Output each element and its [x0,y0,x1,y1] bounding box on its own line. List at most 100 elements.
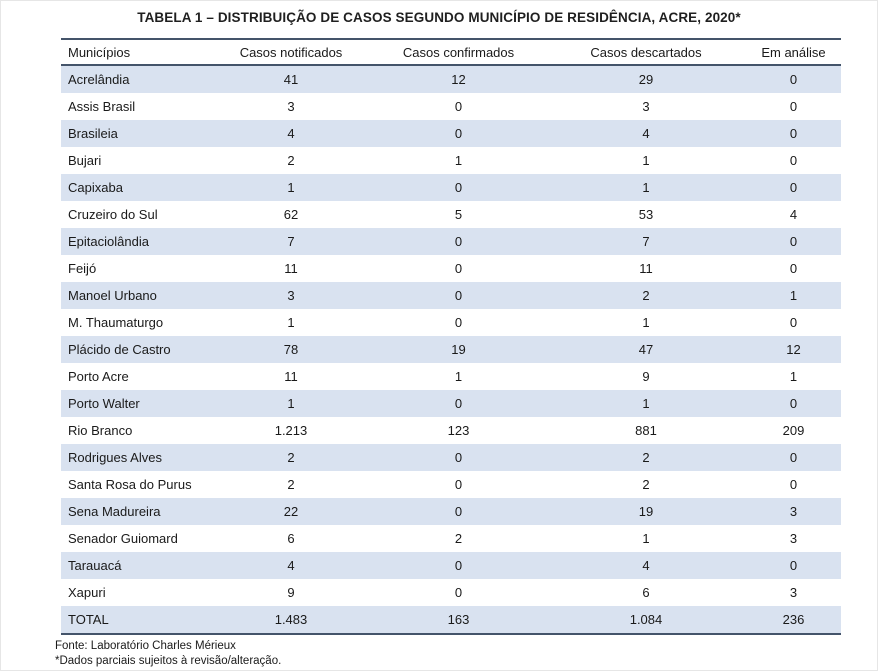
cell-municipio: Brasileia [61,120,211,147]
table-row: Epitaciolândia 7 0 7 0 [61,228,841,255]
cell-analise: 0 [746,93,841,120]
cell-notificados: 4 [211,552,371,579]
cell-analise: 3 [746,579,841,606]
cell-confirmados: 5 [371,201,546,228]
cell-analise: 1 [746,363,841,390]
cell-municipio: Acrelândia [61,65,211,93]
cell-analise: 0 [746,552,841,579]
cell-descartados: 4 [546,552,746,579]
cell-confirmados: 1 [371,147,546,174]
cell-municipio: Sena Madureira [61,498,211,525]
cell-confirmados: 0 [371,93,546,120]
cell-descartados: 1 [546,525,746,552]
cell-confirmados: 0 [371,579,546,606]
cell-descartados: 1 [546,390,746,417]
cell-analise: 236 [746,606,841,635]
cell-municipio: Capixaba [61,174,211,201]
cell-municipio: M. Thaumaturgo [61,309,211,336]
cell-notificados: 4 [211,120,371,147]
table-row: Porto Acre 11 1 9 1 [61,363,841,390]
table-header-row: Municípios Casos notificados Casos confi… [61,38,841,66]
cell-confirmados: 19 [371,336,546,363]
cell-confirmados: 0 [371,282,546,309]
cell-notificados: 2 [211,444,371,471]
table-row: Plácido de Castro 78 19 47 12 [61,336,841,363]
cell-confirmados: 0 [371,228,546,255]
cell-municipio: TOTAL [61,606,211,635]
cell-analise: 0 [746,65,841,93]
cell-notificados: 41 [211,65,371,93]
table-row: Bujari 2 1 1 0 [61,147,841,174]
cell-descartados: 2 [546,471,746,498]
cell-descartados: 19 [546,498,746,525]
cell-analise: 0 [746,147,841,174]
cell-notificados: 1 [211,309,371,336]
cell-analise: 0 [746,174,841,201]
cell-analise: 0 [746,390,841,417]
cell-notificados: 3 [211,93,371,120]
cell-municipio: Epitaciolândia [61,228,211,255]
cell-notificados: 11 [211,255,371,282]
cell-confirmados: 0 [371,498,546,525]
cell-descartados: 11 [546,255,746,282]
table-row: Manoel Urbano 3 0 2 1 [61,282,841,309]
cell-notificados: 7 [211,228,371,255]
column-header-descartados: Casos descartados [546,38,746,66]
cell-analise: 0 [746,228,841,255]
column-header-notificados: Casos notificados [211,38,371,66]
cell-analise: 12 [746,336,841,363]
cell-municipio: Cruzeiro do Sul [61,201,211,228]
cell-notificados: 1.213 [211,417,371,444]
table-row: Capixaba 1 0 1 0 [61,174,841,201]
table-row: Brasileia 4 0 4 0 [61,120,841,147]
cell-municipio: Xapuri [61,579,211,606]
cell-municipio: Manoel Urbano [61,282,211,309]
cell-confirmados: 0 [371,174,546,201]
cell-descartados: 9 [546,363,746,390]
cell-notificados: 62 [211,201,371,228]
table-row: Acrelândia 41 12 29 0 [61,65,841,93]
cell-notificados: 1 [211,174,371,201]
cell-notificados: 22 [211,498,371,525]
cell-confirmados: 0 [371,255,546,282]
cell-descartados: 6 [546,579,746,606]
cell-notificados: 6 [211,525,371,552]
cell-confirmados: 2 [371,525,546,552]
cell-notificados: 2 [211,147,371,174]
cell-descartados: 1.084 [546,606,746,635]
cell-municipio: Assis Brasil [61,93,211,120]
cell-descartados: 53 [546,201,746,228]
cell-confirmados: 0 [371,444,546,471]
cell-confirmados: 0 [371,390,546,417]
cell-confirmados: 123 [371,417,546,444]
cell-confirmados: 163 [371,606,546,635]
cell-analise: 0 [746,120,841,147]
column-header-confirmados: Casos confirmados [371,38,546,66]
cell-analise: 209 [746,417,841,444]
cell-confirmados: 0 [371,552,546,579]
cell-descartados: 7 [546,228,746,255]
table-body: Acrelândia 41 12 29 0 Assis Brasil 3 0 3… [61,65,841,635]
cell-municipio: Porto Acre [61,363,211,390]
table-row: Senador Guiomard 6 2 1 3 [61,525,841,552]
cell-confirmados: 0 [371,471,546,498]
page-title: TABELA 1 – DISTRIBUIÇÃO DE CASOS SEGUNDO… [137,10,741,25]
cell-notificados: 9 [211,579,371,606]
footnote-note: *Dados parciais sujeitos à revisão/alter… [55,655,282,667]
cell-notificados: 1.483 [211,606,371,635]
cell-analise: 0 [746,444,841,471]
table-row: Tarauacá 4 0 4 0 [61,552,841,579]
column-header-analise: Em análise [746,38,841,66]
cell-notificados: 3 [211,282,371,309]
cell-analise: 3 [746,498,841,525]
cases-table: Municípios Casos notificados Casos confi… [61,38,841,635]
cell-descartados: 1 [546,174,746,201]
cell-notificados: 1 [211,390,371,417]
cell-descartados: 2 [546,444,746,471]
table-row: TOTAL 1.483 163 1.084 236 [61,606,841,635]
table-row: Sena Madureira 22 0 19 3 [61,498,841,525]
cell-descartados: 1 [546,147,746,174]
table-row: Porto Walter 1 0 1 0 [61,390,841,417]
cell-municipio: Rio Branco [61,417,211,444]
